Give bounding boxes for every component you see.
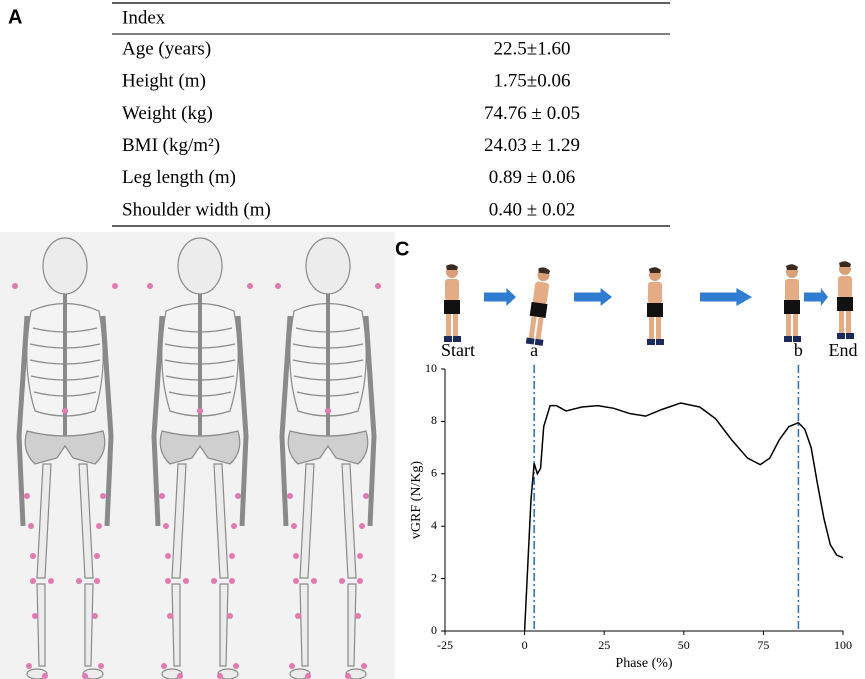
table-cell: Height (m): [122, 71, 206, 92]
x-tick-label: 50: [678, 638, 690, 652]
arrow: [700, 288, 752, 306]
skeleton-panel: [0, 232, 395, 679]
table-cell: Age (years): [122, 38, 211, 59]
y-axis-label: vGRF (N/Kg): [409, 461, 424, 540]
table-cell: BMI (kg/m²): [122, 135, 220, 156]
phase-marker-label: b: [794, 340, 803, 360]
table: Index Age (years) 22.5±1.60 Height (m) 1.75…: [112, 2, 670, 227]
y-tick-label: 10: [425, 361, 437, 375]
x-axis-label: Phase (%): [615, 656, 672, 671]
table-cell: 24.03 ± 1.29: [484, 135, 580, 156]
panel-label: C: [395, 238, 409, 260]
arrow: [484, 288, 516, 306]
person-lunge: [647, 267, 664, 345]
table-cell: Leg length (m): [122, 167, 236, 188]
table-cell: Weight (kg): [122, 103, 213, 124]
y-tick-label: 8: [431, 413, 437, 427]
y-tick-label: 2: [431, 570, 437, 584]
table-header: Index: [122, 7, 166, 28]
y-tick-label: 4: [431, 518, 437, 532]
x-tick-label: -25: [437, 638, 453, 652]
table-cell: 22.5±1.60: [494, 38, 571, 59]
table-cell: 0.89 ± 0.06: [489, 167, 575, 188]
phase-marker-label: a: [530, 340, 538, 360]
person-return: [784, 264, 801, 342]
table-cell: Shoulder width (m): [122, 199, 271, 220]
end-label: End: [829, 340, 858, 360]
movement-sequence: [444, 261, 854, 346]
person-start: [444, 264, 461, 342]
y-tick-label: 0: [431, 623, 437, 637]
person-end: [837, 261, 854, 339]
person-step: [525, 266, 554, 346]
start-label: Start: [441, 340, 475, 360]
y-tick-label: 6: [431, 466, 437, 480]
x-tick-label: 25: [598, 638, 610, 652]
arrow: [804, 288, 828, 306]
x-tick-label: 75: [757, 638, 769, 652]
x-tick-label: 100: [834, 638, 852, 652]
panel-label: A: [8, 6, 22, 28]
data-line: [523, 402, 844, 632]
table-cell: 0.40 ± 0.02: [489, 199, 575, 220]
table-cell: 1.75±0.06: [494, 71, 571, 92]
x-tick-label: 0: [522, 638, 528, 652]
arrow: [574, 288, 612, 306]
table-cell: 74.76 ± 0.05: [484, 103, 580, 124]
